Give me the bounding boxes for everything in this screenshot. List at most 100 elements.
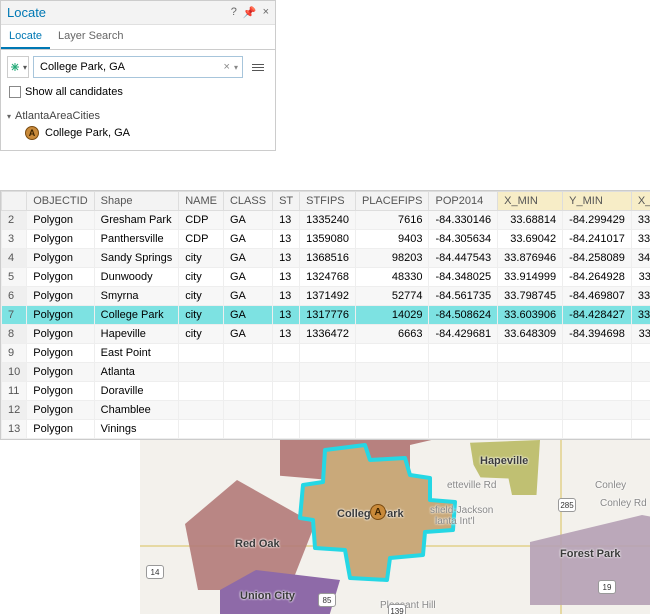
- table-cell: [631, 401, 650, 420]
- search-input[interactable]: [38, 60, 220, 74]
- table-row[interactable]: 9PolygonEast Point: [2, 344, 650, 363]
- table-cell: GA: [223, 325, 272, 344]
- table-row[interactable]: 6PolygonSmyrnacityGA13137149252774-84.56…: [2, 287, 650, 306]
- table-row[interactable]: 11PolygonDoraville: [2, 382, 650, 401]
- menu-icon[interactable]: [247, 56, 269, 78]
- table-cell: 52774: [355, 287, 429, 306]
- table-header[interactable]: NAME: [179, 192, 224, 211]
- table-cell: 98203: [355, 249, 429, 268]
- table-cell: -84.330146: [429, 211, 498, 230]
- table-cell: 33.724509: [631, 211, 650, 230]
- table-header[interactable]: OBJECTID: [27, 192, 94, 211]
- row-header[interactable]: 11: [2, 382, 27, 401]
- table-cell: Polygon: [27, 306, 94, 325]
- table-cell: Polygon: [27, 363, 94, 382]
- table-header[interactable]: Shape: [94, 192, 179, 211]
- table-row[interactable]: 10PolygonAtlanta: [2, 363, 650, 382]
- results-group[interactable]: ▾ AtlantaAreaCities: [7, 108, 269, 124]
- panel-header: Locate ? 📌 ×: [1, 1, 275, 25]
- row-header[interactable]: 12: [2, 401, 27, 420]
- table-cell: 33.669469: [631, 306, 650, 325]
- table-row[interactable]: 8PolygonHapevillecityGA1313364726663-84.…: [2, 325, 650, 344]
- table-cell: 13: [273, 249, 300, 268]
- show-all-checkbox[interactable]: [9, 86, 21, 98]
- map-label: Forest Park: [560, 548, 621, 560]
- table-cell: [273, 363, 300, 382]
- row-header[interactable]: 9: [2, 344, 27, 363]
- locate-mode-button[interactable]: [7, 56, 29, 78]
- table-cell: GA: [223, 211, 272, 230]
- tab-layer-search[interactable]: Layer Search: [50, 25, 131, 49]
- table-cell: 1324768: [300, 268, 356, 287]
- map-label: etteville Rd: [447, 480, 496, 491]
- table-row[interactable]: 12PolygonChamblee: [2, 401, 650, 420]
- table-cell: [273, 401, 300, 420]
- table-cell: -84.428427: [563, 306, 632, 325]
- table-cell: 33.69042: [498, 230, 563, 249]
- table-cell: city: [179, 287, 224, 306]
- table-cell: 33.603906: [498, 306, 563, 325]
- row-header[interactable]: 10: [2, 363, 27, 382]
- close-icon[interactable]: ×: [263, 6, 269, 19]
- dropdown-icon[interactable]: ▾: [234, 63, 238, 72]
- table-cell: [429, 420, 498, 439]
- table-cell: Polygon: [27, 249, 94, 268]
- table-row[interactable]: 7PolygonCollege ParkcityGA13131777614029…: [2, 306, 650, 325]
- table-header[interactable]: PLACEFIPS: [355, 192, 429, 211]
- table-row[interactable]: 5PolygonDunwoodycityGA13132476848330-84.…: [2, 268, 650, 287]
- table-cell: [563, 344, 632, 363]
- table-cell: Chamblee: [94, 401, 179, 420]
- help-icon[interactable]: ?: [231, 6, 237, 19]
- table-cell: -84.429681: [429, 325, 498, 344]
- table-cell: 33.673117: [631, 325, 650, 344]
- table-row[interactable]: 2PolygonGresham ParkCDPGA1313352407616-8…: [2, 211, 650, 230]
- table-cell: [179, 363, 224, 382]
- results-tree: ▾ AtlantaAreaCities A College Park, GA: [1, 104, 275, 150]
- table-cell: Atlanta: [94, 363, 179, 382]
- table-cell: Polygon: [27, 211, 94, 230]
- table-header[interactable]: ST: [273, 192, 300, 211]
- row-header[interactable]: 7: [2, 306, 27, 325]
- table-cell: Vinings: [94, 420, 179, 439]
- tab-locate[interactable]: Locate: [1, 25, 50, 49]
- table-cell: [355, 401, 429, 420]
- table-row[interactable]: 4PolygonSandy SpringscityGA1313685169820…: [2, 249, 650, 268]
- table-cell: GA: [223, 287, 272, 306]
- table-cell: [631, 420, 650, 439]
- table-cell: 13: [273, 287, 300, 306]
- table-row[interactable]: 13PolygonVinings: [2, 420, 650, 439]
- table-cell: [179, 420, 224, 439]
- table-cell: Smyrna: [94, 287, 179, 306]
- panel-header-icons: ? 📌 ×: [231, 6, 269, 19]
- map-label: Conley: [595, 480, 626, 491]
- row-header[interactable]: 3: [2, 230, 27, 249]
- row-header[interactable]: 13: [2, 420, 27, 439]
- table-cell: Polygon: [27, 287, 94, 306]
- table-cell: [300, 420, 356, 439]
- pin-icon[interactable]: 📌: [243, 6, 257, 19]
- row-header[interactable]: 8: [2, 325, 27, 344]
- table-cell: East Point: [94, 344, 179, 363]
- result-item[interactable]: A College Park, GA: [7, 124, 269, 142]
- result-label: College Park, GA: [45, 127, 130, 139]
- show-all-label: Show all candidates: [25, 86, 123, 98]
- table-header[interactable]: STFIPS: [300, 192, 356, 211]
- row-header[interactable]: 4: [2, 249, 27, 268]
- clear-icon[interactable]: ×: [224, 61, 230, 73]
- table-cell: [355, 344, 429, 363]
- table-cell: 48330: [355, 268, 429, 287]
- row-header[interactable]: 2: [2, 211, 27, 230]
- table-header[interactable]: X_MIN: [498, 192, 563, 211]
- row-header[interactable]: 6: [2, 287, 27, 306]
- table-header[interactable]: X_MAX: [631, 192, 650, 211]
- table-header[interactable]: Y_MIN: [563, 192, 632, 211]
- table-cell: [355, 420, 429, 439]
- table-header[interactable]: CLASS: [223, 192, 272, 211]
- table-cell: [631, 363, 650, 382]
- table-header[interactable]: POP2014: [429, 192, 498, 211]
- table-cell: 6663: [355, 325, 429, 344]
- table-cell: -84.305634: [429, 230, 498, 249]
- row-header[interactable]: 5: [2, 268, 27, 287]
- show-all-row[interactable]: Show all candidates: [1, 84, 275, 104]
- table-row[interactable]: 3PolygonPanthersvilleCDPGA1313590809403-…: [2, 230, 650, 249]
